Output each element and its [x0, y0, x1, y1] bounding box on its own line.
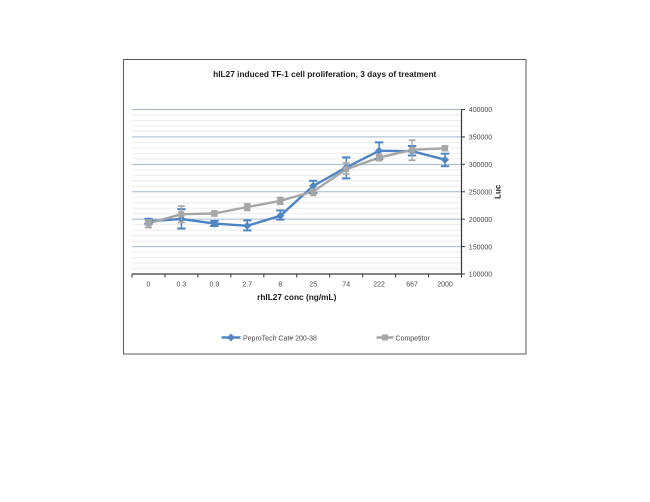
svg-text:hIL27 induced TF-1 cell prolif: hIL27 induced TF-1 cell proliferation, 3… [213, 69, 436, 79]
svg-text:74: 74 [342, 282, 350, 289]
svg-text:PeproTech Cat# 200-38: PeproTech Cat# 200-38 [243, 335, 317, 342]
svg-text:300000: 300000 [469, 162, 492, 169]
svg-text:2000: 2000 [437, 282, 453, 289]
svg-text:667: 667 [406, 282, 418, 289]
svg-text:200000: 200000 [469, 217, 492, 224]
svg-text:Competitor: Competitor [396, 335, 431, 342]
svg-text:350000: 350000 [469, 135, 492, 142]
svg-text:rhIL27 conc (ng/mL): rhIL27 conc (ng/mL) [257, 292, 337, 302]
svg-text:400000: 400000 [469, 107, 492, 114]
svg-text:150000: 150000 [469, 244, 492, 251]
svg-text:2.7: 2.7 [242, 282, 252, 289]
svg-text:0.3: 0.3 [177, 282, 187, 289]
svg-text:25: 25 [309, 282, 317, 289]
svg-text:Luc: Luc [494, 184, 503, 199]
svg-text:0: 0 [147, 282, 151, 289]
svg-text:0.9: 0.9 [210, 282, 220, 289]
svg-text:8: 8 [278, 282, 282, 289]
svg-text:222: 222 [373, 282, 385, 289]
svg-text:250000: 250000 [469, 189, 492, 196]
svg-text:100000: 100000 [469, 272, 492, 279]
